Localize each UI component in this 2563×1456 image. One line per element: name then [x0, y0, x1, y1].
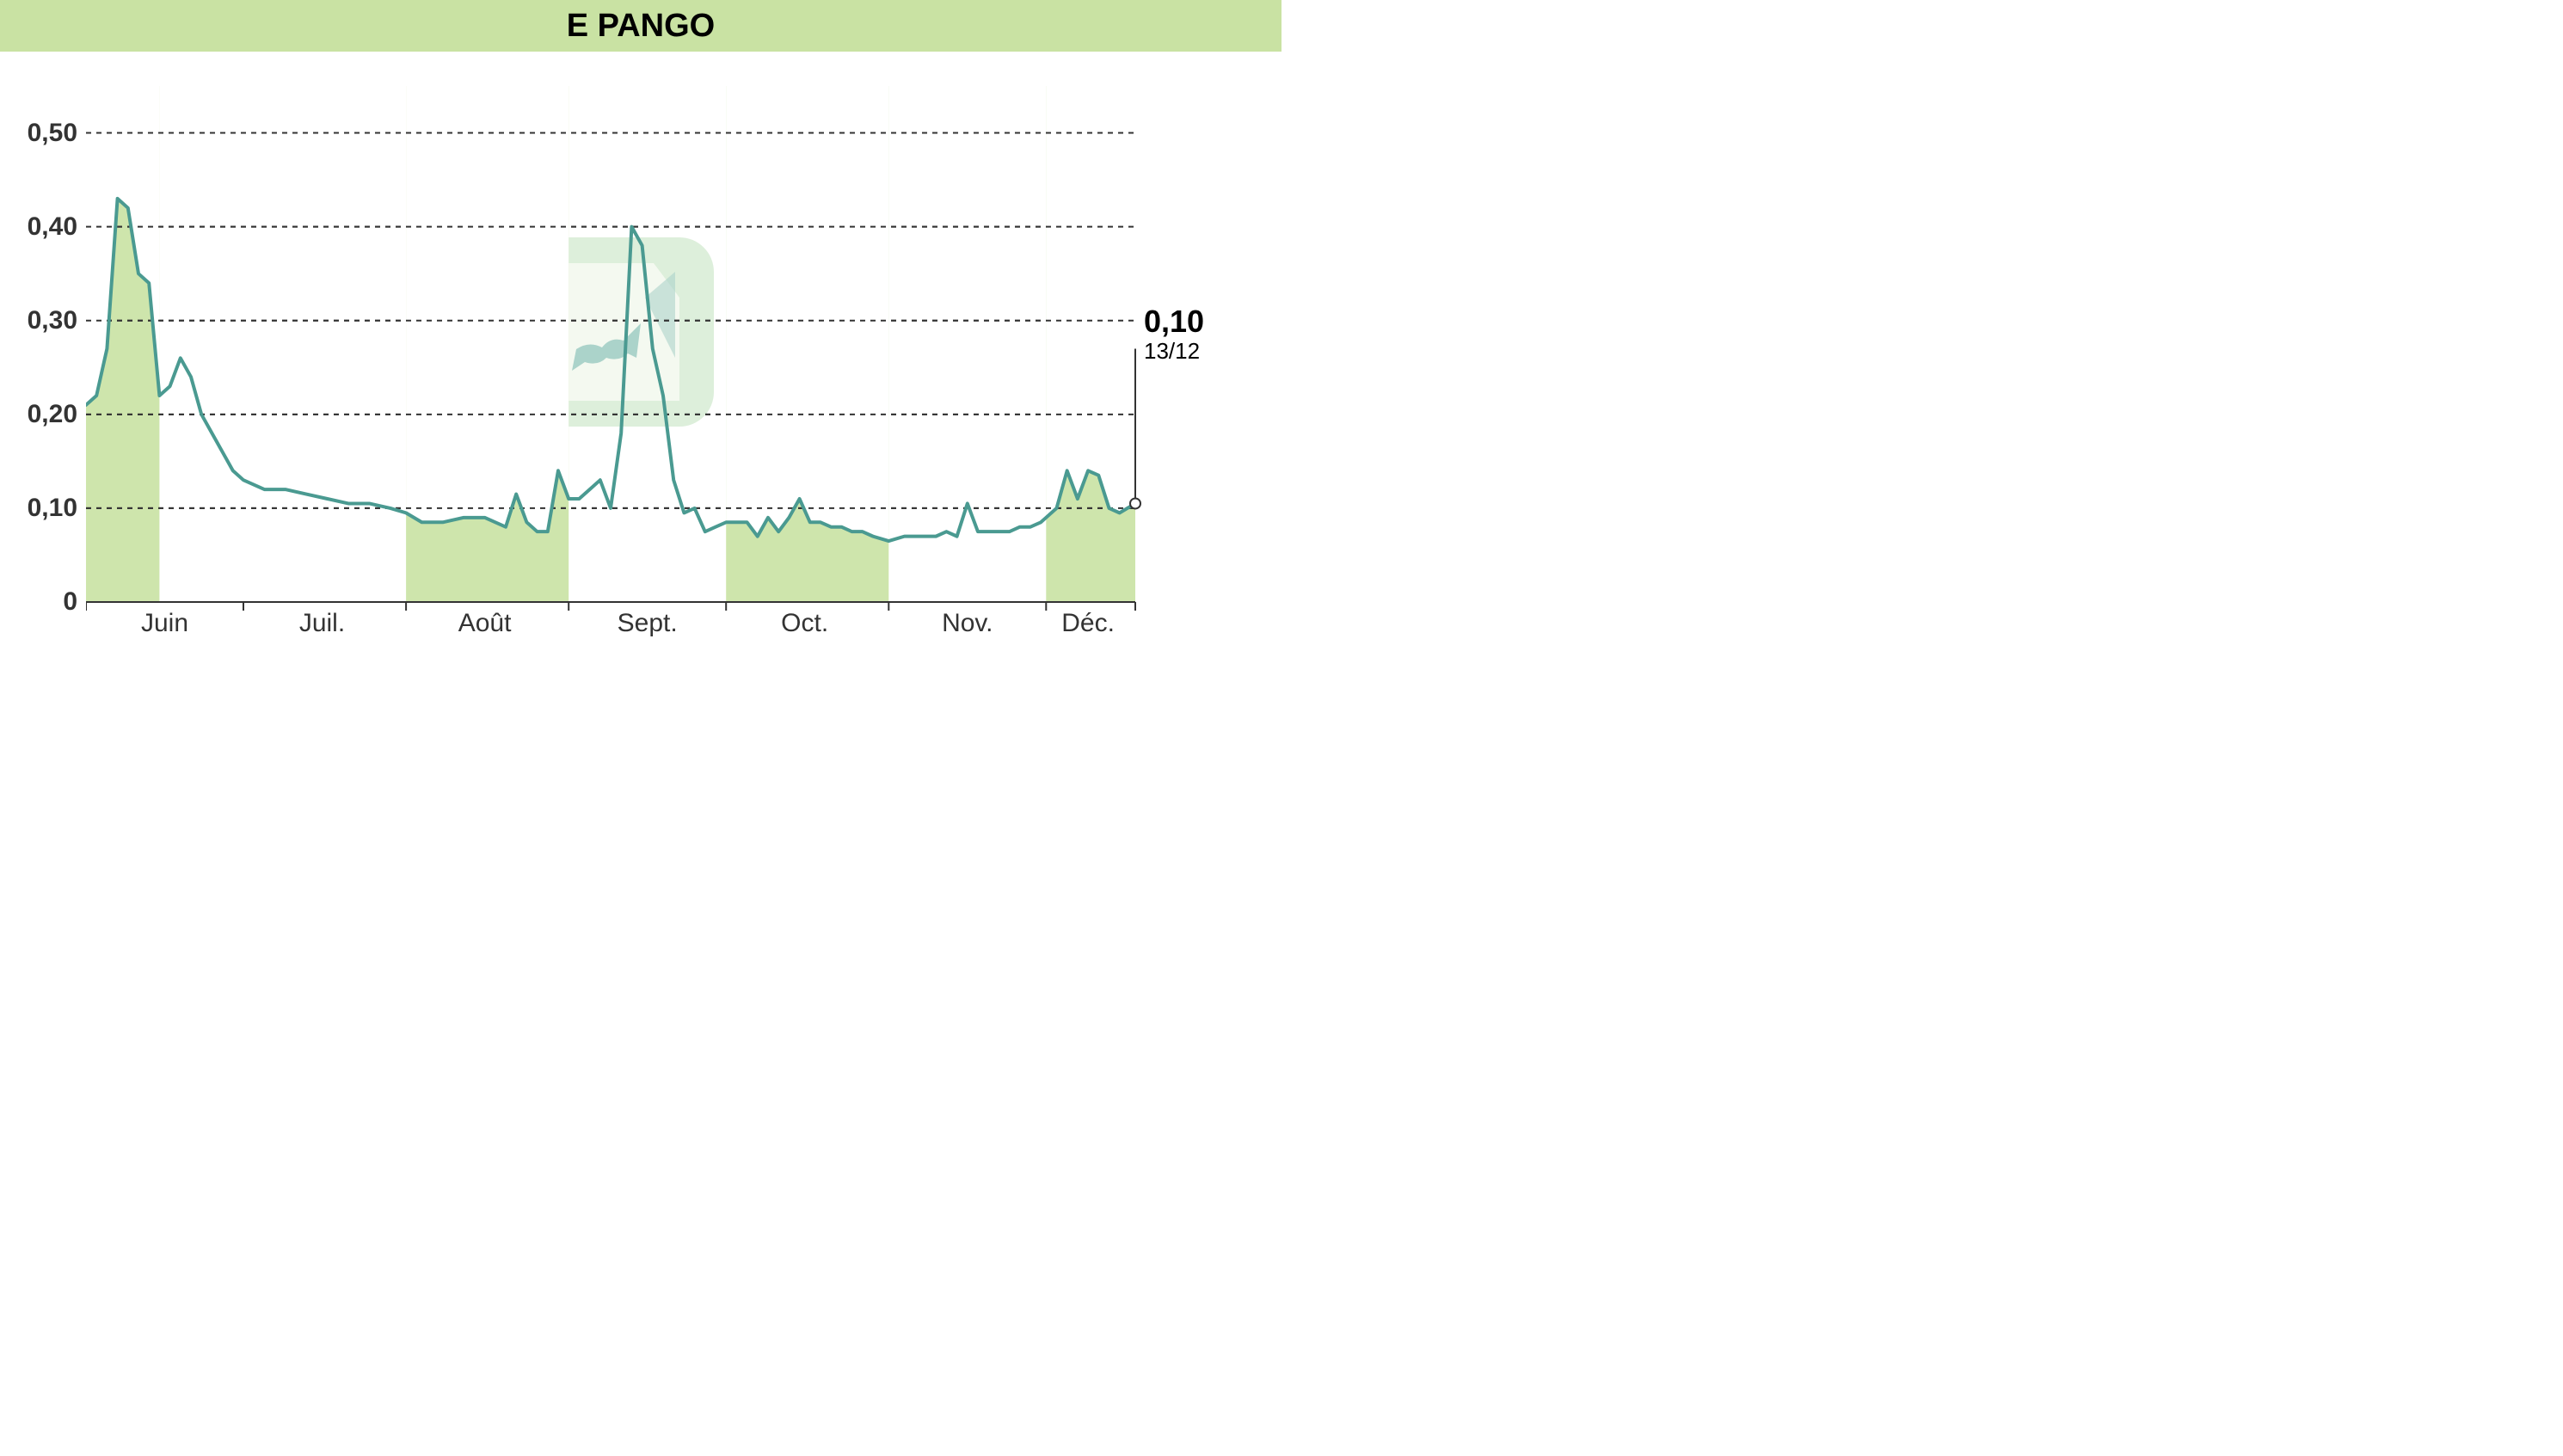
- chart-x-tick-label: Déc.: [1061, 609, 1115, 638]
- current-date-label: 13/12: [1144, 338, 1200, 365]
- stock-chart-container: E PANGO 0,10 13/12 00,100,200,300,400,50…: [0, 0, 1282, 728]
- chart-y-tick-label: 0,40: [28, 212, 77, 242]
- chart-svg: [86, 69, 1152, 654]
- chart-band-mask: [726, 86, 888, 541]
- chart-y-tick-label: 0: [63, 587, 77, 617]
- chart-x-tick-label: Juil.: [299, 609, 345, 638]
- chart-x-tick-label: Juin: [141, 609, 188, 638]
- chart-y-tick-label: 0,20: [28, 400, 77, 429]
- chart-title-bar: E PANGO: [0, 0, 1282, 52]
- chart-band-mask: [1046, 86, 1135, 518]
- chart-title: E PANGO: [567, 8, 715, 45]
- chart-y-tick-label: 0,30: [28, 306, 77, 335]
- chart-x-tick-label: Août: [458, 609, 512, 638]
- current-value-label: 0,10: [1144, 304, 1204, 340]
- chart-x-tick-label: Sept.: [618, 609, 678, 638]
- chart-x-tick-label: Nov.: [942, 609, 993, 638]
- chart-plot-area: 0,10 13/12 00,100,200,300,400,50JuinJuil…: [86, 69, 1152, 654]
- chart-x-tick-label: Oct.: [781, 609, 828, 638]
- chart-y-tick-label: 0,50: [28, 119, 77, 148]
- chart-end-marker: [1130, 498, 1140, 508]
- chart-band-mask: [406, 86, 569, 531]
- chart-y-tick-label: 0,10: [28, 494, 77, 523]
- chart-price-line: [86, 199, 1135, 541]
